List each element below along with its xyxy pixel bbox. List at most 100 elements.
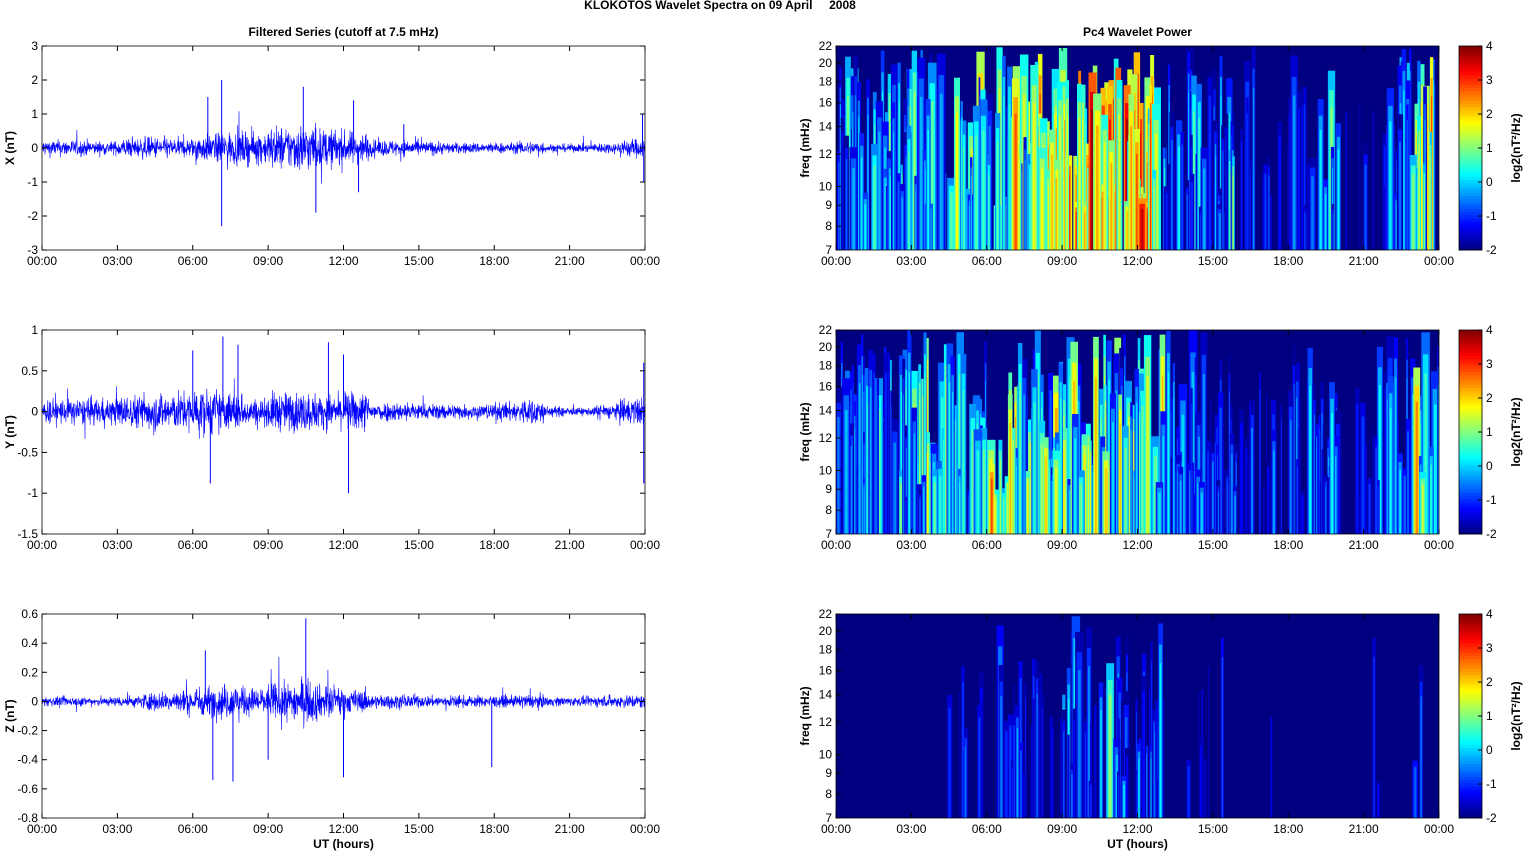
colorbar-segment (1459, 144, 1482, 149)
x-tick-label: 06:00 (178, 538, 208, 552)
power-streak (1247, 458, 1249, 534)
figure-title: KLOKOTOS Wavelet Spectra on 09 April 200… (584, 0, 856, 12)
power-streak (1047, 186, 1050, 250)
power-streak (1078, 401, 1080, 534)
power-streak (1231, 135, 1232, 250)
y-tick-label: 7 (825, 527, 832, 541)
colorbar-segment (1459, 649, 1482, 653)
power-streak (1420, 102, 1423, 250)
x-tick-label: 21:00 (555, 538, 585, 552)
power-streak (903, 394, 905, 534)
colorbar-segment (1459, 240, 1482, 245)
colorbar-segment (1459, 374, 1482, 379)
colorbar-segment (1459, 333, 1482, 337)
power-streak (858, 383, 861, 534)
power-streak (878, 131, 881, 250)
colorbar-segment (1459, 230, 1482, 235)
y-tick-label: 16 (819, 664, 833, 678)
power-streak (873, 165, 876, 250)
x-tick-label: 21:00 (1349, 254, 1379, 268)
power-streaks (836, 46, 1436, 250)
colorbar-segment (1459, 74, 1482, 79)
colorbar-segment (1459, 476, 1482, 481)
y-tick-label: 8 (825, 503, 832, 517)
power-streak (1253, 88, 1255, 250)
colorbar-segment (1459, 202, 1482, 206)
power-streak (1220, 95, 1222, 250)
colorbar-tick-label: -2 (1486, 811, 1497, 825)
power-streak (1049, 467, 1050, 534)
colorbar-segment (1459, 214, 1482, 219)
y-tick-label: 8 (825, 219, 832, 233)
colorbar-segment (1459, 112, 1482, 117)
power-streak (1208, 666, 1210, 818)
power-streak (1361, 416, 1365, 534)
power-streak (1313, 414, 1315, 534)
power-streak (1203, 168, 1206, 250)
x-tick-label: 12:00 (1122, 538, 1152, 552)
colorbar-segment (1459, 773, 1482, 778)
colorbar-segment (1459, 747, 1482, 752)
power-streak (924, 373, 926, 534)
colorbar-segment (1459, 396, 1482, 401)
x-tick-label: 00:00 (27, 822, 57, 836)
colorbar-segment (1459, 141, 1482, 146)
colorbar-segment (1459, 658, 1482, 663)
colorbar-segment (1459, 530, 1482, 535)
power-streak (1421, 484, 1424, 534)
power-streak (1033, 403, 1036, 534)
colorbar-tick-label: -2 (1486, 527, 1497, 541)
power-streak (1382, 186, 1386, 250)
power-streak (1150, 118, 1152, 250)
y-tick-label: 0 (31, 694, 38, 708)
colorbar-segment (1459, 716, 1482, 720)
power-streak (1014, 113, 1017, 250)
colorbar-segment (1459, 690, 1482, 695)
colorbar-segment (1459, 330, 1482, 334)
power-streak (1003, 497, 1005, 534)
power-streak (841, 131, 844, 250)
power-streak (1079, 483, 1082, 534)
x-tick-label: 06:00 (972, 254, 1002, 268)
power-streak (1304, 211, 1306, 250)
power-streak (1359, 103, 1361, 250)
power-streak (1376, 485, 1379, 534)
colorbar-segment (1459, 109, 1482, 114)
power-streak (996, 141, 999, 250)
colorbar-segment (1459, 422, 1482, 427)
colorbar-segment (1459, 125, 1482, 130)
power-streak (890, 405, 892, 534)
colorbar-segment (1459, 106, 1482, 111)
power-streak (1319, 130, 1322, 250)
power-streak (971, 430, 974, 534)
power-streak (1073, 720, 1075, 818)
colorbar-tick-label: -1 (1486, 209, 1497, 223)
colorbar-segment (1459, 674, 1482, 679)
colorbar-segment (1459, 655, 1482, 660)
power-streak (1022, 772, 1026, 818)
power-streak (908, 151, 910, 250)
power-streak (893, 132, 895, 250)
y-tick-label: 9 (825, 198, 832, 212)
colorbar-segment (1459, 738, 1482, 742)
colorbar-segment (1459, 218, 1482, 222)
colorbar-segment (1459, 246, 1482, 251)
power-streak (1110, 162, 1113, 250)
power-streak (1130, 126, 1133, 250)
power-streak (1087, 446, 1089, 534)
power-streak (1108, 694, 1112, 818)
colorbar-segment (1459, 811, 1482, 816)
power-streak (864, 204, 867, 250)
colorbar-segment (1459, 192, 1482, 197)
colorbar-segment (1459, 93, 1482, 98)
y-tick-label: 0.5 (21, 364, 38, 378)
power-streak (1300, 494, 1304, 534)
x-tick-label: 06:00 (972, 822, 1002, 836)
power-streak (1357, 495, 1361, 534)
colorbar-tick-label: -2 (1486, 243, 1497, 257)
power-streak (1025, 756, 1027, 818)
power-streak (1068, 490, 1071, 534)
power-streak (1150, 758, 1152, 818)
power-streak (956, 112, 958, 250)
